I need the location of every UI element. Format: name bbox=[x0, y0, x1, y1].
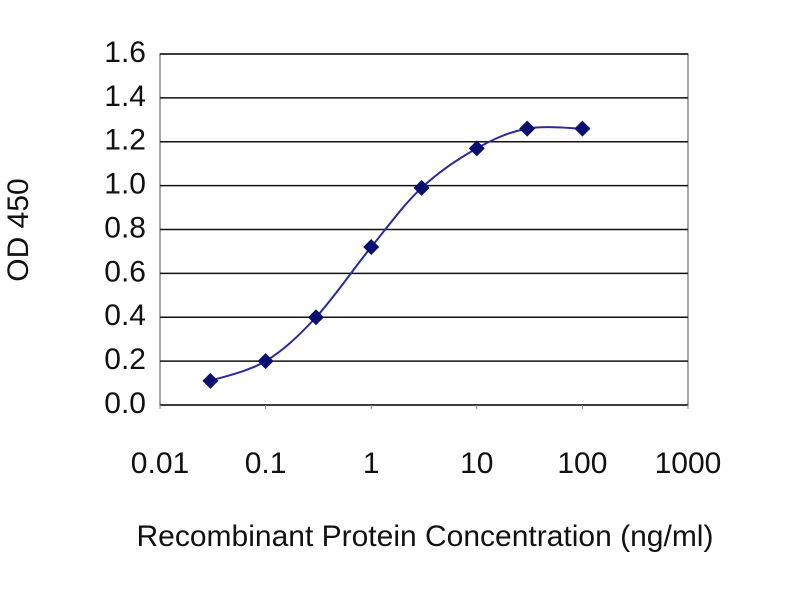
y-tick-label: 0.0 bbox=[104, 387, 146, 420]
y-tick-label: 1.6 bbox=[104, 36, 146, 69]
y-tick-label: 0.8 bbox=[104, 211, 146, 244]
x-tick-label: 10 bbox=[460, 447, 493, 480]
y-tick-label: 0.2 bbox=[104, 343, 146, 376]
x-tick-label: 1000 bbox=[655, 447, 722, 480]
y-tick-label: 1.2 bbox=[104, 124, 146, 157]
x-axis-label: Recombinant Protein Concentration (ng/ml… bbox=[137, 520, 714, 553]
x-tick-label: 0.1 bbox=[245, 447, 287, 480]
x-tick-label: 100 bbox=[557, 447, 607, 480]
x-tick-label: 1 bbox=[363, 447, 380, 480]
marker bbox=[307, 309, 324, 326]
marker bbox=[519, 120, 536, 137]
marker bbox=[413, 179, 430, 196]
marker bbox=[574, 120, 591, 137]
marker bbox=[202, 372, 219, 389]
y-tick-label: 0.4 bbox=[104, 299, 146, 332]
marker bbox=[468, 140, 485, 157]
y-tick-label: 0.6 bbox=[104, 255, 146, 288]
line bbox=[210, 126, 583, 382]
marker bbox=[363, 239, 380, 256]
y-tick-label: 1.0 bbox=[104, 168, 146, 201]
y-axis-label: OD 450 bbox=[2, 178, 35, 281]
x-tick-label: 0.01 bbox=[131, 447, 189, 480]
marker bbox=[257, 353, 274, 370]
y-tick-label: 1.4 bbox=[104, 80, 146, 113]
